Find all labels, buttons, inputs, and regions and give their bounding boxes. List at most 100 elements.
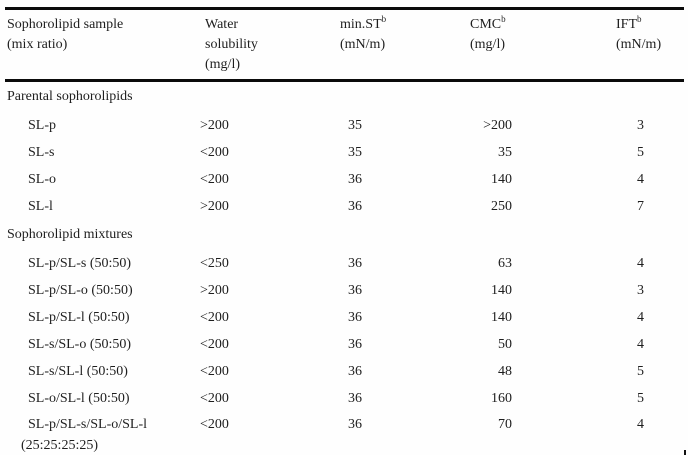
table-block: Sophorolipid sample (mix ratio) Water so…: [5, 10, 686, 455]
ift-cell: 5: [637, 145, 644, 160]
water-solubility-cell: <250: [200, 256, 229, 271]
table-row: SL-s/SL-o (50:50) <200 36 50 4: [5, 331, 684, 358]
header-line: (mN/m): [616, 37, 662, 52]
cmc-cell: >200: [483, 118, 512, 133]
min-st-cell: 36: [348, 199, 362, 214]
cmc-cell: 140: [491, 283, 512, 298]
ift-cell: 5: [637, 391, 644, 406]
water-solubility-cell: <200: [200, 391, 229, 406]
table-row: SL-s <200 35 35 5: [5, 139, 684, 166]
water-solubility-cell: <200: [200, 172, 229, 187]
ift-cell: 7: [637, 199, 644, 214]
water-solubility-cell: <200: [200, 310, 229, 325]
table-row: SL-s/SL-l (50:50) <200 36 48 5: [5, 358, 684, 385]
water-solubility-cell: <200: [200, 417, 229, 432]
ift-cell: 5: [637, 364, 644, 379]
min-st-cell: 36: [348, 337, 362, 352]
min-st-cell: 36: [348, 391, 362, 406]
sample-cell: SL-p/SL-s/SL-o/SL-l (25:25:25:25): [5, 412, 200, 454]
ift-cell: 4: [637, 417, 644, 432]
footnote-marker: b: [381, 14, 387, 24]
footnote-marker: b: [501, 14, 506, 24]
min-st-cell: 36: [348, 417, 362, 432]
header-line: IFTb: [616, 14, 642, 33]
top-rule: [5, 7, 684, 10]
sample-cell: SL-p/SL-l (50:50): [28, 310, 130, 325]
sample-cell: SL-p: [28, 118, 56, 133]
header-line: (mg/l): [205, 57, 240, 72]
min-st-cell: 35: [348, 118, 362, 133]
cmc-cell: 70: [498, 417, 512, 432]
ift-cell: 4: [637, 310, 644, 325]
header-line: (mix ratio): [7, 37, 68, 52]
sample-cell: SL-p/SL-s (50:50): [28, 256, 132, 271]
table-row: SL-p/SL-l (50:50) <200 36 140 4: [5, 304, 684, 331]
sample-name-line: SL-p/SL-s/SL-o/SL-l: [28, 417, 148, 432]
header-row: Sophorolipid sample (mix ratio) Water so…: [5, 10, 684, 82]
cmc-cell: 35: [498, 145, 512, 160]
column-header-sample: Sophorolipid sample (mix ratio): [5, 10, 200, 82]
footnote-marker: b: [637, 14, 642, 24]
ift-cell: 4: [637, 172, 644, 187]
cmc-cell: 160: [491, 391, 512, 406]
table-body: Parental sophorolipids SL-p >200 35 >200 3 SL-…: [5, 81, 684, 455]
cmc-cell: 63: [498, 256, 512, 271]
min-st-cell: 36: [348, 283, 362, 298]
sample-cell: SL-s: [28, 145, 55, 160]
table-row: SL-o <200 36 140 4: [5, 166, 684, 193]
scan-artifact-tick: [684, 450, 686, 455]
ift-cell: 4: [637, 337, 644, 352]
cmc-cell: 48: [498, 364, 512, 379]
cmc-cell: 250: [491, 199, 512, 214]
table-header: Sophorolipid sample (mix ratio) Water so…: [5, 10, 684, 82]
header-line: (mN/m): [340, 37, 386, 52]
sample-cell: SL-s/SL-o (50:50): [28, 337, 132, 352]
ift-cell: 4: [637, 256, 644, 271]
sophorolipid-properties-table: Sophorolipid sample (mix ratio) Water so…: [5, 10, 684, 454]
cmc-cell: 140: [491, 172, 512, 187]
mix-ratio-line: (25:25:25:25): [21, 438, 98, 453]
section-label: Sophorolipid mixtures: [7, 227, 133, 242]
min-st-cell: 36: [348, 310, 362, 325]
water-solubility-cell: <200: [200, 364, 229, 379]
table-row: SL-p/SL-s/SL-o/SL-l (25:25:25:25) <200 36 70…: [5, 412, 684, 454]
ift-cell: 3: [637, 283, 644, 298]
sample-cell: SL-o: [28, 172, 56, 187]
min-st-cell: 36: [348, 172, 362, 187]
sample-cell: SL-l: [28, 199, 53, 214]
header-line: min.STb: [340, 14, 387, 33]
min-st-cell: 35: [348, 145, 362, 160]
water-solubility-cell: <200: [200, 337, 229, 352]
water-solubility-cell: >200: [200, 283, 229, 298]
min-st-cell: 36: [348, 364, 362, 379]
header-line: Water: [205, 17, 239, 32]
table-row: SL-p >200 35 >200 3: [5, 112, 684, 139]
header-line: solubility: [205, 37, 258, 52]
table-row: SL-p/SL-s (50:50) <250 36 63 4: [5, 250, 684, 277]
min-st-cell: 36: [348, 256, 362, 271]
column-header-min-st: min.STb (mN/m): [340, 10, 430, 82]
cmc-cell: 140: [491, 310, 512, 325]
water-solubility-cell: >200: [200, 118, 229, 133]
section-row: Sophorolipid mixtures: [5, 220, 684, 250]
section-label: Parental sophorolipids: [7, 89, 133, 104]
header-line: CMCb: [470, 14, 506, 33]
section-row: Parental sophorolipids: [5, 81, 684, 113]
header-line: Sophorolipid sample: [7, 17, 124, 32]
table-row: SL-p/SL-o (50:50) >200 36 140 3: [5, 277, 684, 304]
sample-cell: SL-o/SL-l (50:50): [28, 391, 130, 406]
water-solubility-cell: <200: [200, 145, 229, 160]
column-header-cmc: CMCb (mg/l): [430, 10, 518, 82]
sample-cell: SL-p/SL-o (50:50): [28, 283, 133, 298]
table-row: SL-l >200 36 250 7: [5, 193, 684, 220]
bottom-rule: [5, 450, 686, 455]
header-line: (mg/l): [470, 37, 505, 52]
table-row: SL-o/SL-l (50:50) <200 36 160 5: [5, 385, 684, 412]
ift-cell: 3: [637, 118, 644, 133]
sample-cell: SL-s/SL-l (50:50): [28, 364, 128, 379]
column-header-water-solubility: Water solubility (mg/l): [200, 10, 340, 82]
cmc-cell: 50: [498, 337, 512, 352]
column-header-ift: IFTb (mN/m): [518, 10, 684, 82]
water-solubility-cell: >200: [200, 199, 229, 214]
